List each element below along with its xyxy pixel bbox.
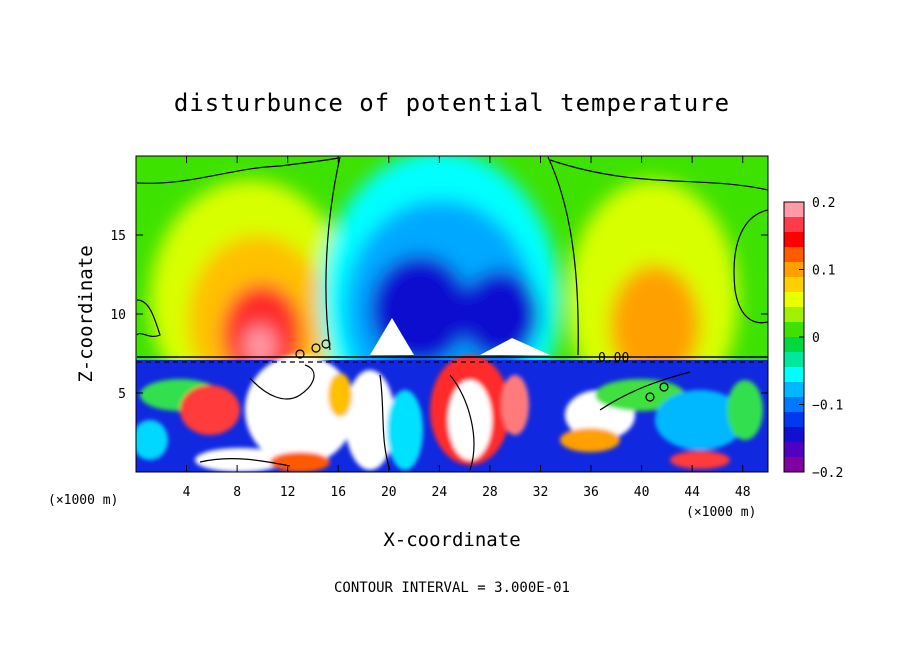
x-tick-label: 40 xyxy=(634,485,650,500)
colorbar-swatch xyxy=(784,232,804,248)
x-tick-label: 8 xyxy=(233,485,241,500)
colorbar-swatch xyxy=(784,412,804,428)
x-tick-label: 44 xyxy=(684,485,700,500)
contour-label: 0.00 xyxy=(598,351,629,366)
x-tick-label: 16 xyxy=(330,485,346,500)
colorbar-swatch xyxy=(784,202,804,218)
chart-title: disturbunce of potential temperature xyxy=(174,89,730,117)
plot-area: 0.00 xyxy=(136,156,768,472)
colorbar-swatch xyxy=(784,337,804,353)
colorbar-swatch xyxy=(784,277,804,293)
colorbar-label: 0.2 xyxy=(812,196,835,211)
colorbar-swatch xyxy=(784,382,804,398)
x-tick-label: 36 xyxy=(583,485,599,500)
contour-lines xyxy=(136,156,768,471)
colorbar-swatch xyxy=(784,262,804,278)
contour-interval-note: CONTOUR INTERVAL = 3.000E-01 xyxy=(334,580,570,596)
x-tick-label: 32 xyxy=(533,485,549,500)
x-tick-label: 4 xyxy=(183,485,191,500)
x-tick-label: 28 xyxy=(482,485,498,500)
x-tick-label: 48 xyxy=(735,485,751,500)
colorbar-swatch xyxy=(784,307,804,323)
colorbar: 0.2 0.1 0 −0.1 −0.2 xyxy=(783,196,843,481)
x-tick-label: 12 xyxy=(280,485,296,500)
colorbar-swatch xyxy=(784,352,804,368)
colorbar-label: −0.1 xyxy=(812,399,843,414)
colorbar-label: 0 xyxy=(812,331,820,346)
colorbar-swatch xyxy=(784,427,804,443)
x-tick-label: 24 xyxy=(432,485,448,500)
colorbar-swatch xyxy=(784,442,804,458)
x-axis-label: X-coordinate xyxy=(383,529,520,551)
colorbar-swatch xyxy=(784,247,804,263)
y-tick-label: 10 xyxy=(110,308,126,323)
x-unit-left: (×1000 m) xyxy=(48,493,118,508)
x-unit-right: (×1000 m) xyxy=(686,505,756,520)
colorbar-swatch xyxy=(784,457,804,473)
colorbar-swatch xyxy=(784,292,804,308)
colorbar-swatch xyxy=(784,397,804,413)
lower-layer-field xyxy=(136,355,768,472)
y-axis-label: Z-coordinate xyxy=(75,245,97,382)
y-tick-label: 5 xyxy=(118,387,126,402)
colorbar-swatch xyxy=(784,322,804,338)
x-tick-label: 20 xyxy=(381,485,397,500)
y-tick-label: 15 xyxy=(110,229,126,244)
colorbar-swatch xyxy=(784,217,804,233)
colorbar-label: 0.1 xyxy=(812,264,835,279)
colorbar-swatch xyxy=(784,367,804,383)
colorbar-label: −0.2 xyxy=(812,466,843,481)
